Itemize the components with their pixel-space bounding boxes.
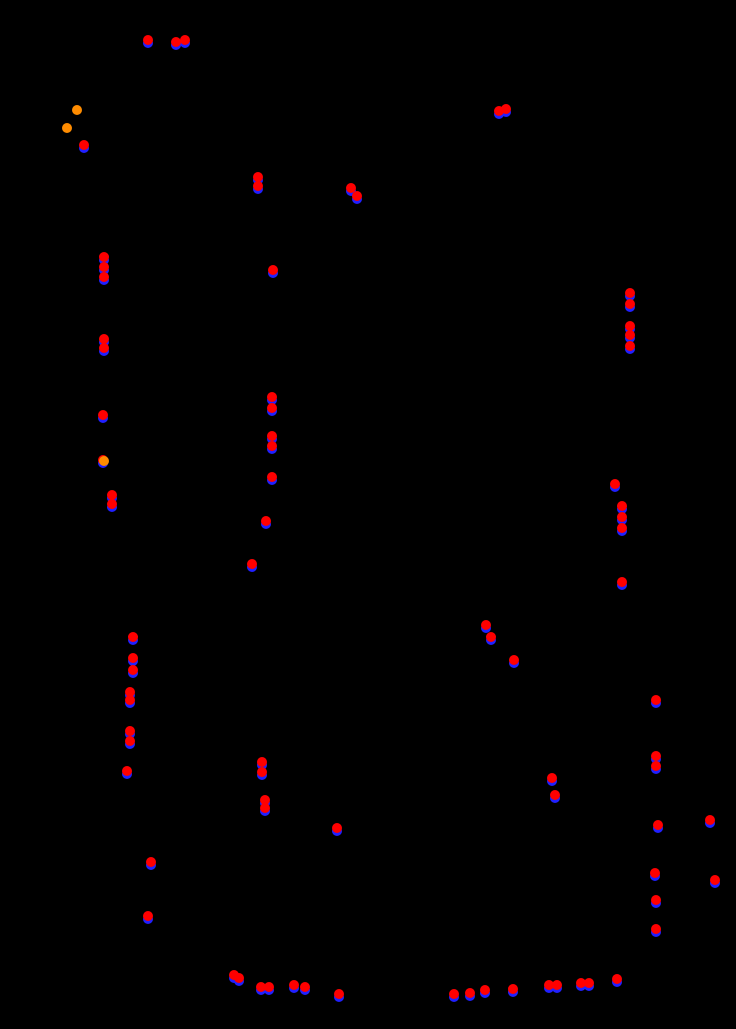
point-red-overlay (334, 989, 344, 999)
point-red-overlay (710, 875, 720, 885)
point-red-overlay (268, 265, 278, 275)
point-red-overlay (234, 973, 244, 983)
point-red-overlay (625, 330, 635, 340)
point-red-overlay (125, 736, 135, 746)
point-red-overlay (143, 911, 153, 921)
point-red-overlay (449, 989, 459, 999)
scatter-plot (0, 0, 736, 1029)
point-orange (62, 123, 72, 133)
point-red-overlay (267, 472, 277, 482)
point-red-overlay (617, 523, 627, 533)
point-red-overlay (128, 632, 138, 642)
point-red-overlay (650, 868, 660, 878)
point-red-overlay (99, 262, 109, 272)
point-red-overlay (617, 577, 627, 587)
point-red-overlay (486, 632, 496, 642)
point-red-overlay (79, 140, 89, 150)
point-red-overlay (122, 766, 132, 776)
point-red-overlay (617, 512, 627, 522)
point-red-overlay (465, 988, 475, 998)
point-red-overlay (584, 978, 594, 988)
point-red-overlay (257, 757, 267, 767)
point-red-overlay (610, 479, 620, 489)
point-red-overlay (99, 343, 109, 353)
point-red-overlay (99, 252, 109, 262)
point-red-overlay (705, 815, 715, 825)
point-red-overlay (651, 751, 661, 761)
point-red-overlay (653, 820, 663, 830)
point-red-overlay (625, 341, 635, 351)
point-red-overlay (480, 985, 490, 995)
point-red-overlay (99, 272, 109, 282)
point-red-overlay (508, 984, 518, 994)
point-red-overlay (501, 104, 511, 114)
point-red-overlay (625, 288, 635, 298)
point-red-overlay (125, 726, 135, 736)
point-red-overlay (544, 980, 554, 990)
point-red-overlay (617, 501, 627, 511)
point-red-overlay (267, 403, 277, 413)
point-red-overlay (651, 695, 661, 705)
point-red-overlay (253, 181, 263, 191)
point-red-overlay (180, 35, 190, 45)
point-red-overlay (267, 441, 277, 451)
point-orange (72, 105, 82, 115)
point-red-overlay (352, 191, 362, 201)
point-red-overlay (257, 767, 267, 777)
point-red-overlay (260, 803, 270, 813)
point-red-overlay (125, 695, 135, 705)
point-red-overlay (625, 299, 635, 309)
point-red-overlay (651, 924, 661, 934)
point-red-overlay (98, 410, 108, 420)
point-red-overlay (300, 982, 310, 992)
point-red-overlay (128, 653, 138, 663)
point-red-overlay (143, 35, 153, 45)
point-red-overlay (332, 823, 342, 833)
point-red-overlay (651, 895, 661, 905)
point-red-overlay (267, 431, 277, 441)
point-orange (99, 456, 109, 466)
point-red-overlay (481, 620, 491, 630)
point-red-overlay (146, 857, 156, 867)
point-red-overlay (128, 665, 138, 675)
point-red-overlay (107, 499, 117, 509)
point-red-overlay (547, 773, 557, 783)
point-red-overlay (261, 516, 271, 526)
point-red-overlay (651, 761, 661, 771)
point-red-overlay (289, 980, 299, 990)
point-red-overlay (550, 790, 560, 800)
point-red-overlay (247, 559, 257, 569)
point-red-overlay (509, 655, 519, 665)
point-red-overlay (612, 974, 622, 984)
point-red-overlay (267, 392, 277, 402)
point-red-overlay (256, 982, 266, 992)
